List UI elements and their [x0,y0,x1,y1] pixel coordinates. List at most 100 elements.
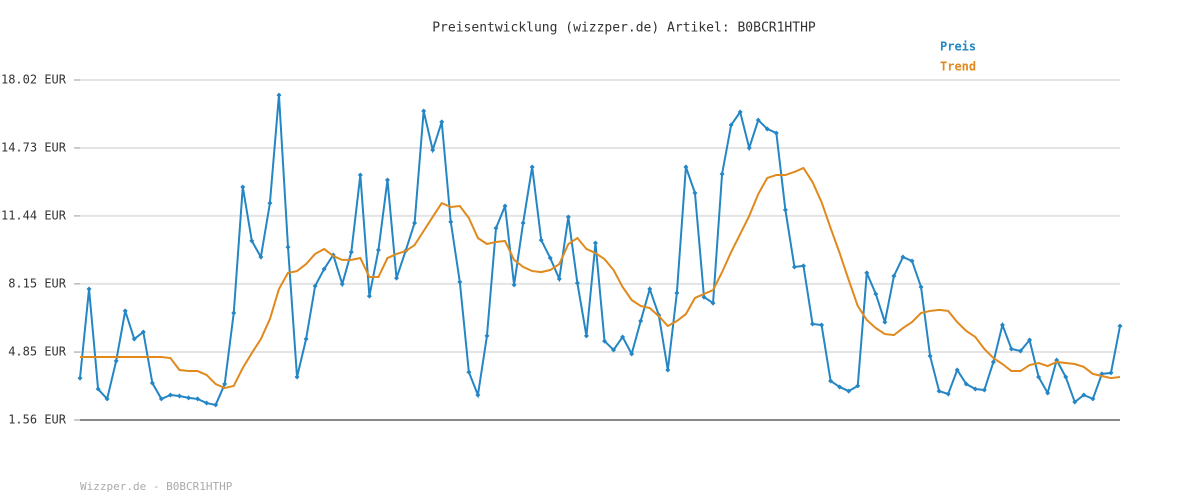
point-marker [800,263,806,269]
point-marker [999,322,1005,328]
point-marker [95,386,101,392]
point-marker [186,395,192,401]
point-marker [547,255,553,261]
point-marker [556,276,562,282]
point-marker [303,336,309,342]
legend-label: Preis [940,40,976,54]
point-marker [231,310,237,316]
footer: Wizzper.de - B0BCR1HTHP [80,480,233,493]
point-marker [412,220,418,226]
y-tick-label: 11.44 EUR [1,208,67,222]
y-tick-label: 18.02 EUR [1,73,67,87]
point-marker [1008,346,1014,352]
point-marker [457,279,463,285]
point-marker [493,225,499,231]
point-marker [421,108,427,114]
point-marker [909,258,915,264]
point-marker [475,392,481,398]
point-marker [285,244,291,250]
point-marker [611,347,617,353]
series-line [80,166,1121,390]
point-marker [638,318,644,324]
point-marker [565,214,571,220]
point-marker [348,249,354,255]
point-marker [810,321,816,327]
point-marker [1045,390,1051,396]
point-marker [113,358,119,364]
point-marker [294,374,300,380]
point-marker [484,333,490,339]
y-tick-label: 14.73 EUR [1,140,67,154]
point-marker [176,393,182,399]
point-marker [701,294,707,300]
point-marker [647,286,653,292]
point-marker [746,145,752,151]
point-marker [312,283,318,289]
point-marker [195,396,201,402]
point-marker [357,172,363,178]
point-marker [710,300,716,306]
point-marker [321,266,327,272]
point-marker [963,381,969,387]
point-marker [773,130,779,136]
point-marker [900,254,906,260]
point-marker [592,240,598,246]
point-marker [1072,399,1078,405]
point-marker [683,164,689,170]
point-marker [276,92,282,98]
point-marker [945,391,951,397]
point-marker [104,396,110,402]
point-marker [1081,392,1087,398]
point-marker [764,126,770,132]
point-marker [375,247,381,253]
point-marker [782,207,788,213]
point-marker [538,237,544,243]
point-marker [167,392,173,398]
point-marker [954,367,960,373]
y-tick-label: 4.85 EUR [8,345,67,359]
point-marker [846,388,852,394]
legend-label: Trend [940,60,976,74]
point-marker [692,190,698,196]
point-marker [791,264,797,270]
point-marker [122,308,128,314]
point-marker [891,273,897,279]
point-marker [981,387,987,393]
point-marker [837,384,843,390]
y-tick-label: 8.15 EUR [8,276,67,290]
point-marker [529,164,535,170]
point-marker [665,367,671,373]
point-marker [819,322,825,328]
point-marker [629,351,635,357]
point-marker [222,381,228,387]
point-marker [520,220,526,226]
point-marker [466,369,472,375]
point-marker [77,375,83,381]
point-marker [728,122,734,128]
point-marker [339,281,345,287]
point-marker [439,119,445,125]
point-marker [213,402,219,408]
point-marker [1036,374,1042,380]
point-marker [158,396,164,402]
point-marker [936,388,942,394]
point-marker [1108,370,1114,376]
point-marker [86,286,92,292]
point-marker [755,117,761,123]
point-marker [249,238,255,244]
point-marker [737,109,743,115]
point-marker [972,386,978,392]
point-marker [366,293,372,299]
point-marker [882,319,888,325]
point-marker [855,383,861,389]
y-tick-label: 1.56 EUR [8,413,67,427]
point-marker [1063,374,1069,380]
point-marker [1090,396,1096,402]
point-marker [674,290,680,296]
point-marker [583,333,589,339]
point-marker [864,270,870,276]
point-marker [267,200,273,206]
point-marker [511,282,517,288]
